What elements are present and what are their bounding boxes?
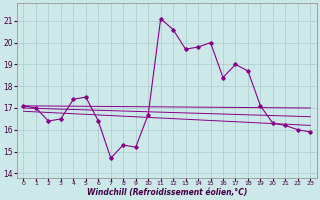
X-axis label: Windchill (Refroidissement éolien,°C): Windchill (Refroidissement éolien,°C) <box>87 188 247 197</box>
